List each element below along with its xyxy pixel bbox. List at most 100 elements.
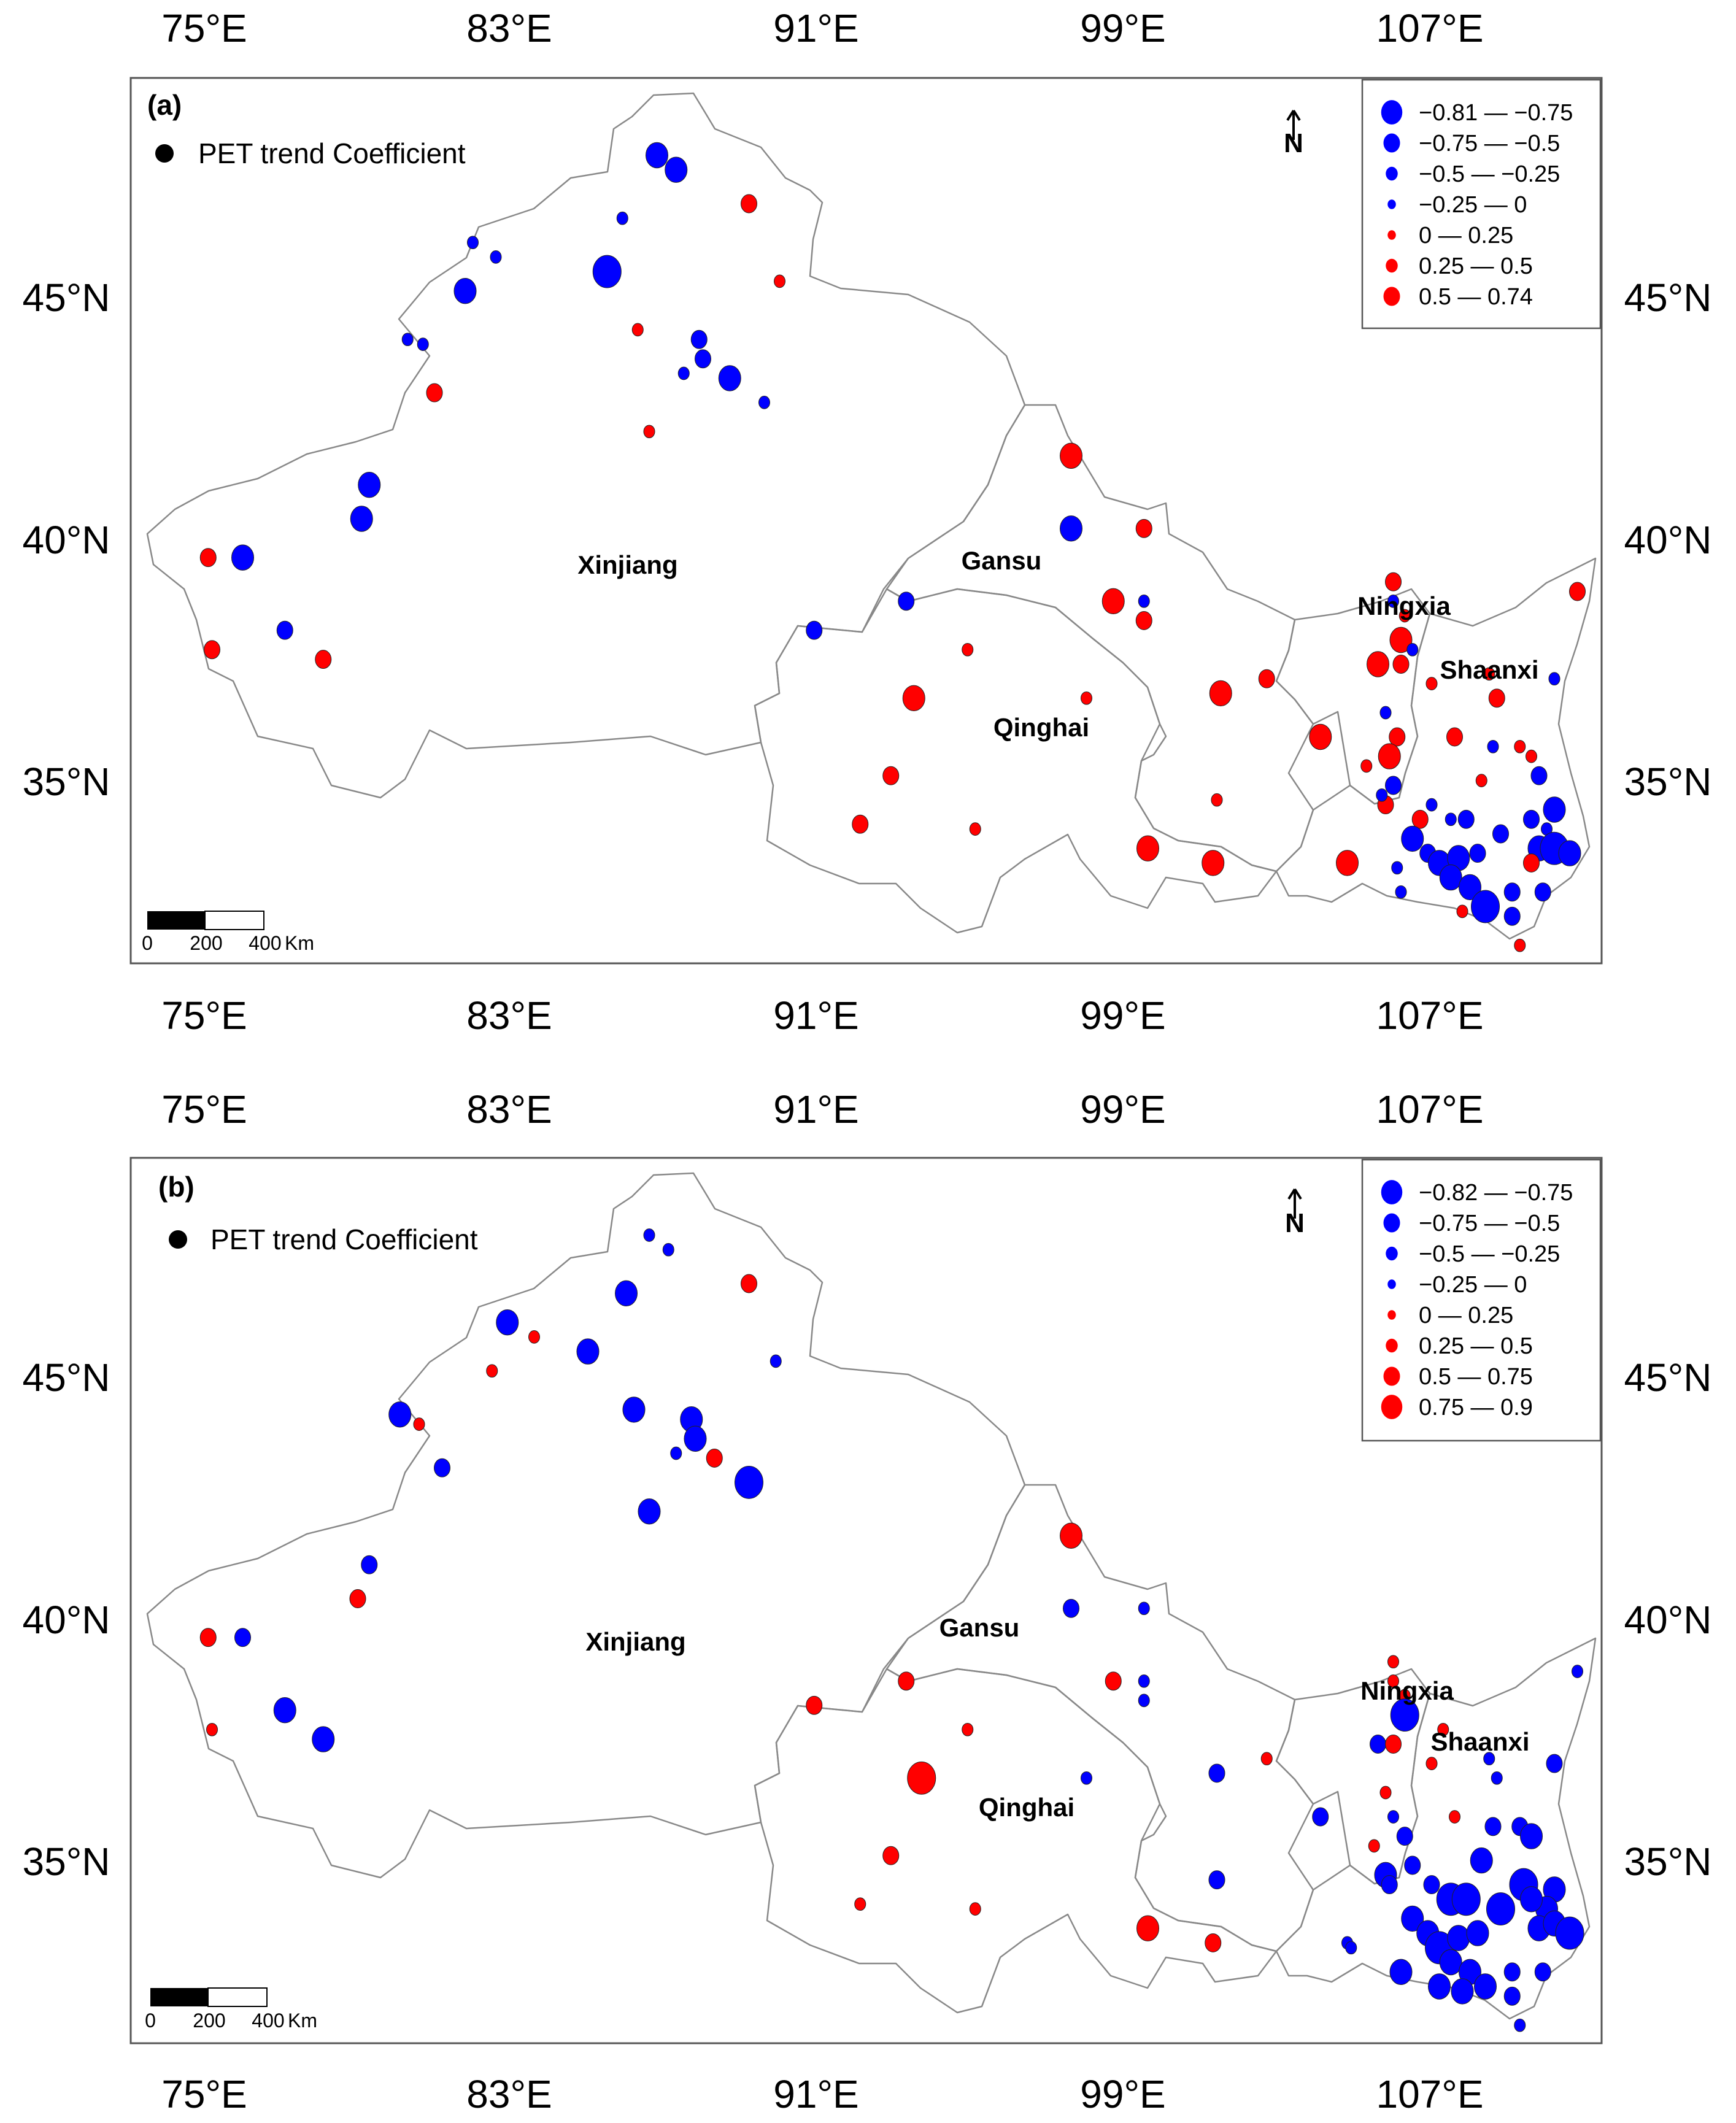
station-marker (1474, 1973, 1497, 2000)
station-marker (882, 1846, 900, 1865)
station-marker (358, 472, 381, 498)
lat-tick-left: 40°N (23, 1598, 110, 1642)
station-marker (1258, 669, 1275, 688)
station-marker (312, 1726, 335, 1752)
station-marker (1423, 1875, 1440, 1895)
station-marker (854, 1897, 866, 1911)
scale-bar: 0 200 400 Km (142, 911, 314, 954)
station-marker (1534, 1962, 1551, 1982)
scale-bar: 0 200 400 Km (145, 1987, 317, 2032)
station-marker (401, 333, 414, 347)
station-marker (1503, 882, 1521, 902)
legend-symbol (1386, 1246, 1398, 1261)
legend-symbol (1386, 1338, 1398, 1353)
station-marker (1475, 774, 1487, 787)
legend-label: 0.75 — 0.9 (1419, 1395, 1533, 1420)
station-marker (706, 1448, 723, 1468)
scale-label: 0 (142, 932, 153, 954)
region-label-gansu: Gansu (939, 1613, 1020, 1642)
legend-label: 0.25 — 0.5 (1419, 253, 1533, 279)
station-marker (1447, 1925, 1470, 1951)
north-arrow-icon: N (1284, 109, 1303, 158)
station-marker (1470, 1847, 1493, 1874)
legend-label: 0 — 0.25 (1419, 223, 1513, 249)
region-label-shaanxi: Shaanxi (1440, 655, 1538, 684)
station-marker (467, 236, 479, 250)
panel-label: (b) (158, 1171, 195, 1203)
station-marker (1404, 1855, 1421, 1875)
station-marker (315, 650, 332, 669)
station-marker (882, 766, 900, 785)
station-marker (1309, 723, 1332, 750)
station-marker (643, 1228, 655, 1242)
station-marker (741, 194, 757, 214)
station-marker (622, 1397, 646, 1423)
legend-label: −0.25 — 0 (1419, 192, 1527, 218)
region-label-xinjiang: Xinjiang (585, 1627, 685, 1656)
region-label-gansu: Gansu (962, 546, 1042, 575)
station-marker (1105, 1671, 1122, 1691)
station-marker (1376, 788, 1388, 802)
scale-label: 400 (249, 932, 281, 954)
legend-box (1361, 1158, 1602, 1442)
station-marker (1060, 442, 1082, 469)
station-marker (1487, 739, 1499, 753)
station-marker (528, 1330, 540, 1344)
station-marker (1520, 1886, 1543, 1913)
station-marker (1523, 853, 1540, 873)
station-marker (1202, 850, 1225, 876)
station-marker (1503, 1986, 1521, 2006)
lon-tick-top: 107°E (1376, 6, 1483, 50)
province-boundaries (146, 92, 1597, 940)
north-label: N (1284, 128, 1303, 158)
station-marker (962, 1722, 974, 1736)
station-marker (1081, 691, 1092, 705)
station-marker (806, 1695, 823, 1715)
station-marker (1483, 1752, 1495, 1766)
station-marker (718, 365, 741, 391)
map-title: PET trend Coefficient (210, 1223, 478, 1255)
station-marker (231, 544, 254, 571)
station-marker (1492, 824, 1509, 844)
station-marker (852, 814, 869, 834)
station-marker (1379, 1786, 1392, 1800)
station-marker (276, 620, 293, 640)
legend-symbol (1386, 166, 1398, 181)
map-frame (129, 1157, 1603, 2044)
tick-labels: 75°E 83°E 91°E 99°E 107°E 75°E 83°E 91°E… (23, 6, 1712, 1038)
lon-tick-top: 75°E (161, 1087, 247, 1131)
station-marker (1138, 1601, 1150, 1616)
station-marker (1209, 680, 1232, 707)
station-marker (969, 822, 981, 836)
station-marker (1387, 1810, 1399, 1824)
legend-symbol (1383, 1366, 1400, 1386)
station-marker (206, 1722, 218, 1736)
station-marker (426, 383, 443, 403)
station-marker (1484, 1817, 1502, 1836)
station-marker (1060, 1522, 1082, 1549)
lon-tick-bottom: 75°E (161, 993, 247, 1038)
station-marker (1390, 1698, 1419, 1732)
scale-bar-black (147, 911, 205, 930)
station-marker (1387, 594, 1399, 608)
station-marker (1063, 1598, 1079, 1618)
station-marker (1491, 1771, 1503, 1785)
station-marker (413, 1417, 425, 1431)
legend-label: −0.5 — −0.25 (1419, 161, 1560, 187)
lat-tick-left: 35°N (23, 760, 110, 804)
legend-symbol (1381, 100, 1403, 125)
region-label-shaanxi: Shaanxi (1430, 1727, 1529, 1756)
station-marker (806, 620, 823, 640)
station-marker (1548, 672, 1560, 686)
station-marker (1387, 1655, 1399, 1669)
lat-tick-left: 40°N (23, 518, 110, 562)
legend-dot-icon (169, 1230, 187, 1249)
station-marker (1205, 1933, 1222, 1952)
station-marker (234, 1628, 251, 1647)
station-marker (496, 1309, 519, 1336)
station-marker (1520, 1823, 1543, 1849)
station-marker (1411, 809, 1429, 829)
station-marker (1136, 1915, 1159, 1941)
legend-items: −0.81 — −0.75 −0.75 — −0.5 −0.5 — −0.25 −0.… (1381, 100, 1573, 310)
